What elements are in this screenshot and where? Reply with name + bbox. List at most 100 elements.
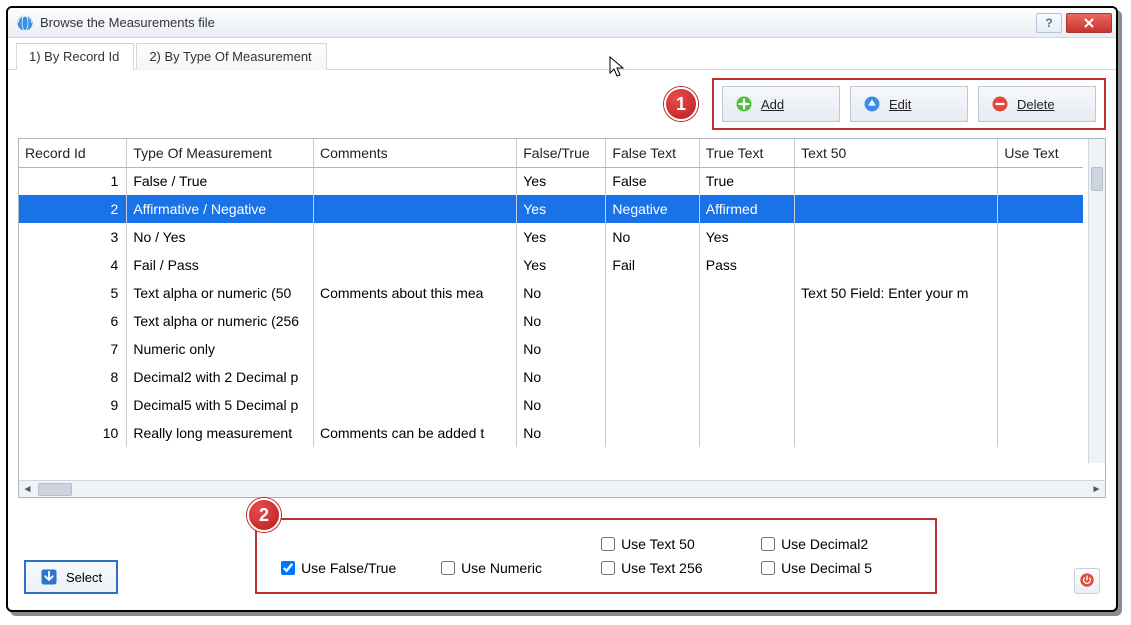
- window-title: Browse the Measurements file: [40, 15, 1036, 30]
- cell-comments: [314, 223, 517, 251]
- power-button[interactable]: [1074, 568, 1100, 594]
- table-row[interactable]: 6Text alpha or numeric (256No: [19, 307, 1083, 335]
- column-header-truetext[interactable]: True Text: [699, 139, 794, 167]
- power-icon: [1079, 572, 1095, 591]
- cell-usetext: [998, 251, 1083, 279]
- cell-usetext: [998, 335, 1083, 363]
- delete-button[interactable]: Delete: [978, 86, 1096, 122]
- table-row[interactable]: 2Affirmative / NegativeYesNegativeAffirm…: [19, 195, 1083, 223]
- check-use-falsetrue-input[interactable]: [281, 561, 295, 575]
- help-button[interactable]: ?: [1036, 13, 1062, 33]
- cell-truetext: [699, 363, 794, 391]
- cell-recid: 7: [19, 335, 127, 363]
- cell-falsetrue: Yes: [517, 251, 606, 279]
- cell-comments: [314, 195, 517, 223]
- check-use-decimal5-input[interactable]: [761, 561, 775, 575]
- horizontal-scroll-thumb[interactable]: [38, 483, 72, 496]
- tab-by-record-id[interactable]: 1) By Record Id: [16, 43, 134, 70]
- cell-type: Text alpha or numeric (256: [127, 307, 314, 335]
- cell-falsetext: [606, 363, 699, 391]
- add-button[interactable]: Add: [722, 86, 840, 122]
- vertical-scrollbar[interactable]: [1088, 139, 1105, 463]
- table-row[interactable]: 8Decimal2 with 2 Decimal p No: [19, 363, 1083, 391]
- cell-falsetext: Fail: [606, 251, 699, 279]
- check-use-decimal2-input[interactable]: [761, 537, 775, 551]
- cell-recid: 8: [19, 363, 127, 391]
- vertical-scroll-thumb[interactable]: [1091, 167, 1103, 191]
- grid-table: Record IdType Of MeasurementCommentsFals…: [19, 139, 1083, 447]
- grid: Record IdType Of MeasurementCommentsFals…: [18, 138, 1106, 498]
- column-header-usetext[interactable]: Use Text: [998, 139, 1083, 167]
- cell-falsetrue: Yes: [517, 167, 606, 195]
- table-row[interactable]: 3No / YesYesNoYes: [19, 223, 1083, 251]
- cell-comments: [314, 363, 517, 391]
- table-row[interactable]: 7Numeric only No: [19, 335, 1083, 363]
- footer: Select 2 Use Text 50 Use Decimal2 Use Fa…: [18, 498, 1106, 600]
- check-use-numeric-label: Use Numeric: [461, 560, 542, 576]
- cell-comments: [314, 307, 517, 335]
- select-button[interactable]: Select: [24, 560, 118, 594]
- check-use-text256-input[interactable]: [601, 561, 615, 575]
- column-header-type[interactable]: Type Of Measurement: [127, 139, 314, 167]
- cell-comments: [314, 167, 517, 195]
- cell-usetext: [998, 195, 1083, 223]
- table-row[interactable]: 9Decimal5 with 5 Decimal pNo: [19, 391, 1083, 419]
- cell-text50: [795, 335, 998, 363]
- table-row[interactable]: 4Fail / PassYesFailPass: [19, 251, 1083, 279]
- cell-text50: [795, 251, 998, 279]
- grid-scroll[interactable]: Record IdType Of MeasurementCommentsFals…: [19, 139, 1105, 480]
- edit-icon: [863, 95, 881, 113]
- scroll-right-arrow[interactable]: ►: [1088, 481, 1105, 498]
- cell-falsetext: [606, 307, 699, 335]
- close-button[interactable]: [1066, 13, 1112, 33]
- cell-recid: 10: [19, 419, 127, 447]
- cell-type: Fail / Pass: [127, 251, 314, 279]
- callout-2: 2: [247, 498, 281, 532]
- column-header-comments[interactable]: Comments: [314, 139, 517, 167]
- table-row[interactable]: 10Really long measurementComments can be…: [19, 419, 1083, 447]
- cell-comments: [314, 391, 517, 419]
- cell-truetext: [699, 279, 794, 307]
- titlebar: Browse the Measurements file ?: [8, 8, 1116, 38]
- check-use-text50[interactable]: Use Text 50: [601, 536, 751, 552]
- check-use-falsetrue[interactable]: Use False/True: [281, 560, 431, 576]
- check-use-decimal2[interactable]: Use Decimal2: [761, 536, 911, 552]
- column-header-recid[interactable]: Record Id: [19, 139, 127, 167]
- cell-falsetrue: No: [517, 363, 606, 391]
- cell-truetext: [699, 419, 794, 447]
- cell-type: Numeric only: [127, 335, 314, 363]
- column-header-falsetext[interactable]: False Text: [606, 139, 699, 167]
- check-use-decimal5[interactable]: Use Decimal 5: [761, 560, 911, 576]
- cell-usetext: [998, 419, 1083, 447]
- check-use-text50-input[interactable]: [601, 537, 615, 551]
- cell-type: No / Yes: [127, 223, 314, 251]
- table-row[interactable]: 1False / TrueYesFalseTrue: [19, 167, 1083, 195]
- tabstrip: 1) By Record Id 2) By Type Of Measuremen…: [8, 38, 1116, 70]
- window: Browse the Measurements file ? 1) By Rec…: [6, 6, 1118, 612]
- check-use-text256[interactable]: Use Text 256: [601, 560, 751, 576]
- column-header-text50[interactable]: Text 50: [795, 139, 998, 167]
- scroll-left-arrow[interactable]: ◄: [19, 481, 36, 498]
- cell-text50: Text 50 Field: Enter your m: [795, 279, 998, 307]
- select-icon: [40, 568, 58, 586]
- table-row[interactable]: 5Text alpha or numeric (50Comments about…: [19, 279, 1083, 307]
- horizontal-scrollbar[interactable]: ◄ ►: [19, 480, 1105, 497]
- cell-truetext: Affirmed: [699, 195, 794, 223]
- column-header-falsetrue[interactable]: False/True: [517, 139, 606, 167]
- cell-type: Really long measurement: [127, 419, 314, 447]
- cell-type: Decimal2 with 2 Decimal p: [127, 363, 314, 391]
- app-icon: [16, 14, 34, 32]
- cell-truetext: Yes: [699, 223, 794, 251]
- grid-header-row: Record IdType Of MeasurementCommentsFals…: [19, 139, 1083, 167]
- cell-falsetext: Negative: [606, 195, 699, 223]
- cell-truetext: [699, 335, 794, 363]
- cell-recid: 3: [19, 223, 127, 251]
- edit-button[interactable]: Edit: [850, 86, 968, 122]
- cell-text50: [795, 391, 998, 419]
- check-use-numeric-input[interactable]: [441, 561, 455, 575]
- check-use-numeric[interactable]: Use Numeric: [441, 560, 591, 576]
- cell-falsetrue: No: [517, 335, 606, 363]
- cell-type: Decimal5 with 5 Decimal p: [127, 391, 314, 419]
- tab-by-type[interactable]: 2) By Type Of Measurement: [136, 43, 326, 70]
- cell-text50: [795, 223, 998, 251]
